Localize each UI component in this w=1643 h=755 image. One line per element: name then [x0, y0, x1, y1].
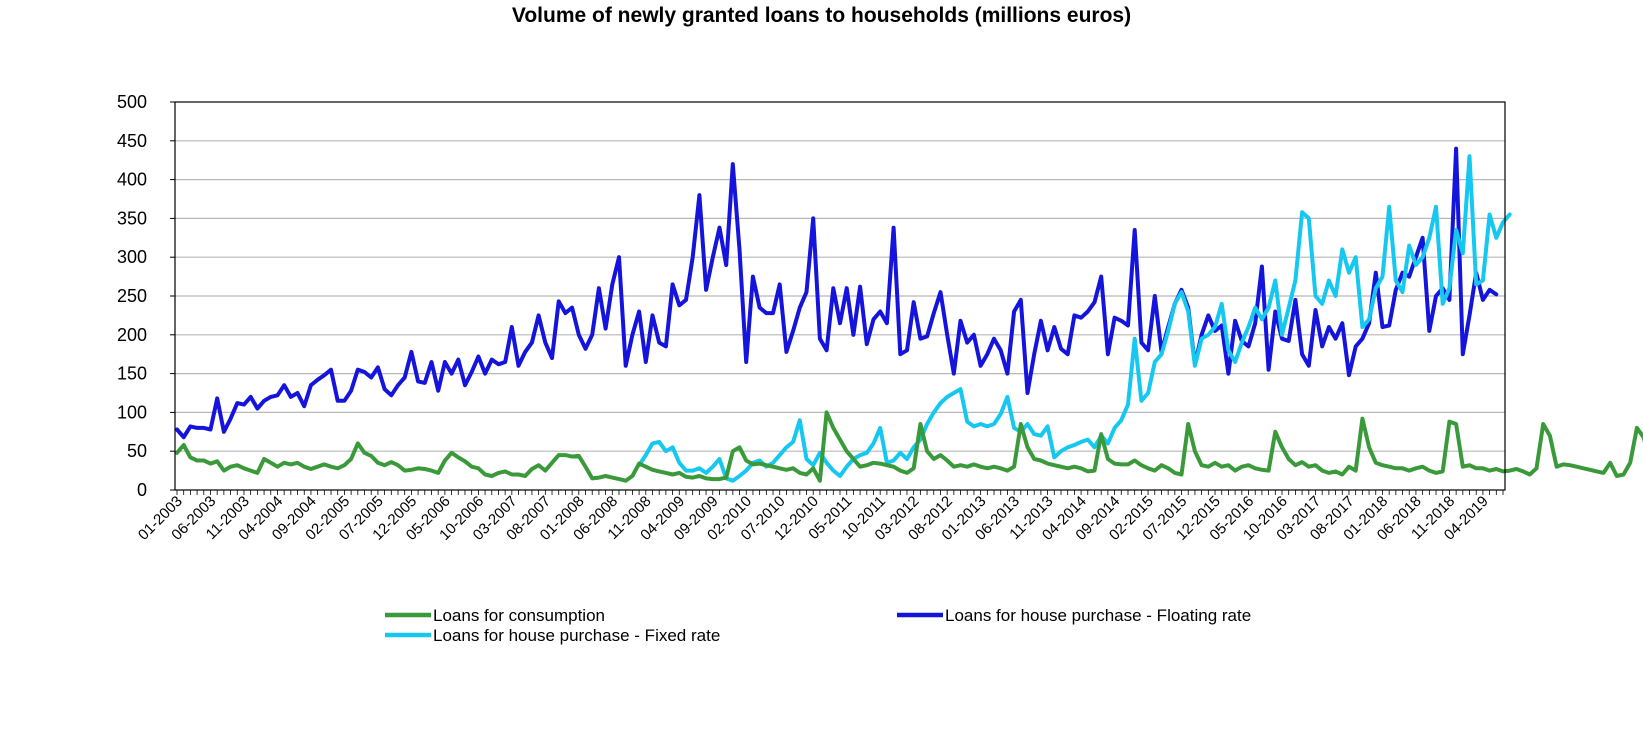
y-tick-label: 250	[117, 286, 147, 306]
y-tick-label: 350	[117, 208, 147, 228]
legend: Loans for consumption Loans for house pur…	[385, 606, 1251, 645]
series-line-3	[637, 154, 1512, 483]
legend-label: Loans for house purchase - Floating rate	[945, 606, 1251, 625]
legend-label: Loans for consumption	[433, 606, 605, 625]
chart-title: Volume of newly granted loans to househo…	[511, 4, 1132, 27]
legend-label: Loans for house purchase - Fixed rate	[433, 626, 720, 645]
series-lines	[175, 146, 1643, 483]
series-line-2	[175, 146, 1499, 440]
plot-frame	[174, 101, 1506, 491]
y-tick-label: 200	[117, 325, 147, 345]
y-tick-label: 0	[137, 480, 147, 500]
x-axis-ticks: 01-200306-200311-200304-200409-200402-20…	[135, 490, 1504, 544]
y-tick-label: 150	[117, 364, 147, 384]
y-tick-label: 450	[117, 131, 147, 151]
y-axis-ticks: 0 50 100 150 200 250 300 350 400 450 500	[117, 92, 175, 500]
y-tick-label: 50	[127, 441, 147, 461]
gridlines	[175, 140, 1505, 452]
y-tick-label: 500	[117, 92, 147, 112]
y-tick-label: 300	[117, 247, 147, 267]
series-line-1	[175, 410, 1643, 483]
y-tick-label: 400	[117, 170, 147, 190]
y-tick-label: 100	[117, 402, 147, 422]
